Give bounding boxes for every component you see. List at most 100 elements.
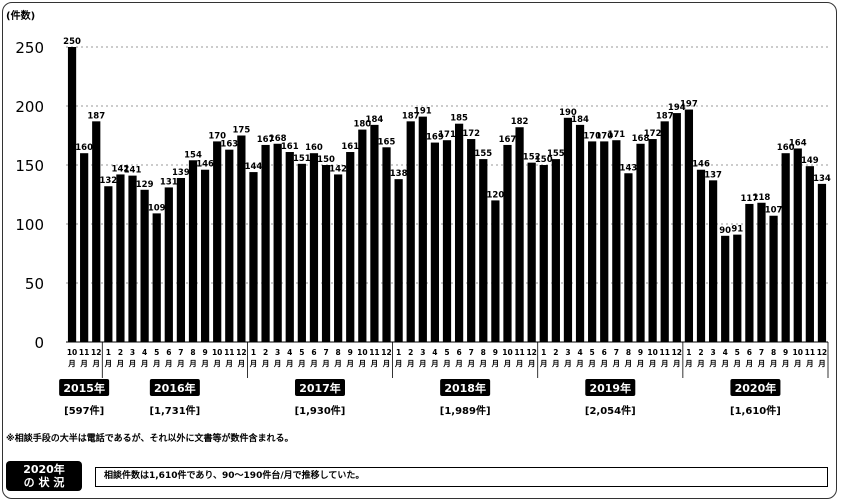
month-number-label: 6	[747, 348, 752, 357]
bar-value-label: 191	[414, 107, 432, 117]
month-number-label: 9	[348, 348, 353, 357]
month-number-label: 6	[166, 348, 171, 357]
month-suffix-label: 月	[370, 359, 379, 368]
bar	[176, 177, 186, 342]
bar-value-label: 187	[656, 111, 674, 121]
bar	[225, 149, 234, 342]
month-number-label: 11	[659, 348, 669, 357]
bar	[769, 215, 778, 342]
year-badge	[295, 379, 345, 396]
bar-value-label: 184	[571, 115, 589, 125]
bar	[261, 144, 270, 342]
bar	[370, 124, 379, 342]
month-suffix-label: 月	[599, 359, 608, 368]
month-suffix-label: 月	[91, 359, 100, 368]
year-badge	[149, 379, 200, 396]
month-suffix-label: 月	[104, 359, 113, 368]
month-suffix-label: 月	[176, 359, 185, 368]
month-suffix-label: 月	[757, 359, 766, 368]
bar	[515, 127, 524, 343]
bar-value-label: 172	[462, 129, 480, 139]
bar	[817, 183, 827, 342]
month-number-label: 10	[502, 348, 512, 357]
bar-value-label: 163	[220, 140, 238, 150]
month-suffix-label: 月	[720, 359, 729, 368]
month-suffix-label: 月	[624, 359, 633, 368]
month-suffix-label: 月	[660, 359, 669, 368]
bar	[563, 117, 573, 342]
year-total-label: [1,610件]	[730, 404, 781, 417]
bar-value-label: 154	[184, 150, 202, 160]
bar	[104, 186, 113, 342]
bar-value-label: 150	[535, 155, 553, 165]
month-suffix-label: 月	[636, 359, 645, 368]
month-suffix-label: 月	[672, 359, 681, 368]
bar	[467, 139, 476, 342]
y-axis-unit-label: (件数)	[6, 11, 36, 22]
month-number-label: 2	[263, 348, 268, 357]
month-suffix-label: 月	[515, 359, 524, 368]
bar	[733, 234, 742, 342]
bar	[636, 143, 645, 342]
year-total-label: [597件]	[64, 404, 104, 417]
bar	[297, 163, 306, 342]
month-suffix-label: 月	[648, 359, 657, 368]
month-number-label: 1	[541, 348, 546, 357]
bar-value-label: 250	[63, 37, 81, 47]
month-suffix-label: 月	[503, 359, 512, 368]
month-number-label: 12	[236, 348, 246, 357]
bar	[418, 116, 427, 343]
month-suffix-label: 月	[551, 359, 560, 368]
month-number-label: 11	[514, 348, 524, 357]
bar	[805, 166, 814, 342]
bar-value-label: 91	[731, 225, 743, 235]
month-number-label: 1	[396, 348, 401, 357]
month-number-label: 9	[202, 348, 207, 357]
bar	[273, 143, 282, 342]
bar	[442, 140, 452, 342]
month-number-label: 7	[759, 348, 764, 357]
bar-value-label: 170	[208, 131, 226, 141]
bar	[67, 47, 77, 342]
bar	[140, 189, 149, 342]
month-number-label: 12	[817, 348, 827, 357]
month-suffix-label: 月	[708, 359, 717, 368]
month-number-label: 8	[771, 348, 776, 357]
bar	[188, 160, 198, 342]
bar	[721, 235, 730, 342]
month-suffix-label: 月	[297, 359, 306, 368]
bar-value-label: 131	[160, 177, 178, 187]
month-suffix-label: 月	[79, 359, 88, 368]
month-number-label: 2	[698, 348, 703, 357]
month-suffix-label: 月	[563, 359, 572, 368]
month-suffix-label: 月	[769, 359, 778, 368]
month-suffix-label: 月	[200, 359, 209, 368]
month-number-label: 9	[638, 348, 643, 357]
month-suffix-label: 月	[684, 359, 693, 368]
bar-value-label: 170	[595, 131, 613, 141]
month-number-label: 7	[614, 348, 619, 357]
month-number-label: 6	[456, 348, 461, 357]
year-badge	[59, 379, 110, 396]
bar-value-label: 141	[124, 166, 142, 176]
bar-value-label: 168	[632, 134, 650, 144]
year-label: 2018年	[444, 381, 486, 395]
bar	[454, 123, 464, 342]
bar	[648, 139, 657, 342]
bar-value-label: 146	[196, 160, 214, 170]
month-suffix-label: 月	[406, 359, 415, 368]
month-suffix-label: 月	[345, 359, 354, 368]
year-total-label: [1,930件]	[295, 404, 346, 417]
bar	[382, 147, 391, 342]
month-number-label: 7	[323, 348, 328, 357]
month-suffix-label: 月	[527, 359, 536, 368]
month-suffix-label: 月	[479, 359, 488, 368]
month-suffix-label: 月	[128, 359, 137, 368]
bar	[696, 169, 706, 342]
month-suffix-label: 月	[575, 359, 584, 368]
y-tick-label: 100	[15, 216, 44, 234]
bar-value-label: 150	[317, 155, 335, 165]
bar-value-label: 137	[704, 170, 722, 180]
month-number-label: 9	[783, 348, 788, 357]
month-suffix-label: 月	[491, 359, 500, 368]
